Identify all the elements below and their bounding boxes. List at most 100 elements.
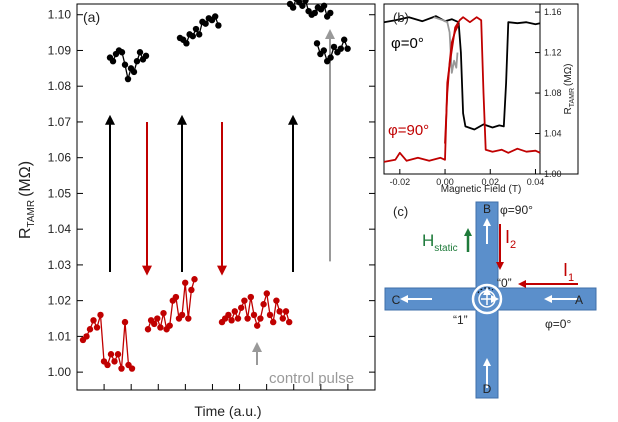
- data-point-low: [270, 318, 277, 326]
- panel-b-x-axis-title: Magnetic Field (T): [441, 184, 522, 195]
- data-point-high: [344, 45, 351, 52]
- panel-c-label: (c): [393, 204, 408, 219]
- data-point-high: [313, 40, 321, 47]
- data-point-high: [302, 0, 309, 4]
- panel-c: (c) B C A D φ=90° φ=0° “0” “1” Hstatic I…: [384, 201, 597, 399]
- data-point-high: [142, 52, 150, 60]
- data-point-high: [337, 45, 344, 52]
- data-point-low: [282, 308, 290, 315]
- data-point-high: [136, 49, 144, 56]
- panel-b-label: (b): [393, 10, 409, 25]
- data-point-low: [114, 351, 122, 358]
- data-point-low: [86, 326, 94, 333]
- data-point-low: [260, 301, 267, 308]
- data-point-high: [118, 49, 126, 56]
- data-point-low: [263, 290, 270, 297]
- panel-b-x-tick-label: -0.02: [390, 177, 411, 187]
- data-point-low: [151, 320, 158, 328]
- panel-a-y-tick-label: 1.10: [48, 8, 72, 22]
- field-label: Hstatic: [422, 231, 458, 254]
- panel-b-series: [383, 15, 541, 163]
- data-point-high: [196, 31, 203, 38]
- svg-text:RTAMR(MΩ): RTAMR (MΩ): [17, 161, 37, 239]
- panel-b-ticks: -0.02 0.00 0.02 0.041.00 1.04 1.08 1.12 1.16: [390, 4, 562, 187]
- data-point-low: [191, 276, 198, 283]
- data-point-low: [279, 315, 286, 322]
- panel-b-frame: [383, 3, 579, 175]
- data-point-low: [188, 286, 195, 294]
- terminal-b: B: [483, 202, 491, 216]
- data-point-low: [128, 365, 136, 372]
- data-point-low: [97, 311, 104, 319]
- data-point-low: [107, 351, 115, 358]
- data-point-low: [185, 315, 192, 322]
- data-point-high: [327, 9, 334, 17]
- data-point-high: [121, 61, 129, 68]
- panel-b-y-axis-subscript: TAMR: [569, 88, 576, 107]
- panel-b-x-tick-label: 0.04: [527, 177, 545, 187]
- data-point-high: [320, 2, 328, 9]
- data-point-low: [266, 311, 274, 319]
- panel-a-switch-arrows: [105, 29, 335, 365]
- svg-text:RTAMR(MΩ): RTAMR (MΩ): [563, 63, 576, 114]
- data-point-low: [247, 293, 254, 301]
- data-point-low: [276, 308, 283, 315]
- panel-a-y-axis-title: RTAMR (MΩ): [17, 161, 37, 239]
- panel-b: -0.02 0.00 0.02 0.041.00 1.04 1.08 1.12 1.16 (b…: [383, 3, 579, 195]
- current-1-label: I1: [563, 260, 574, 284]
- terminal-c: C: [392, 293, 401, 307]
- panel-a-y-tick-label: 1.02: [48, 294, 72, 308]
- panel-b-x-tick-label: 0.00: [436, 177, 454, 187]
- hysteresis-line: [383, 16, 541, 163]
- data-point-low: [234, 315, 242, 322]
- data-point-high: [183, 40, 190, 47]
- panel-a-y-tick-label: 1.04: [48, 222, 72, 236]
- field-label-main: H: [422, 231, 434, 250]
- panel-a-label: (a): [83, 9, 100, 25]
- data-point-low: [231, 308, 238, 315]
- panel-a-y-tick-label: 1.07: [48, 115, 72, 129]
- data-point-high: [189, 32, 196, 40]
- data-point-low: [172, 293, 180, 301]
- panel-a-y-tick-label: 1.00: [48, 365, 72, 379]
- data-point-low: [286, 318, 293, 326]
- data-point-low: [90, 317, 97, 324]
- data-point-low: [157, 324, 164, 331]
- data-point-high: [202, 20, 209, 27]
- series-line-low: [221, 293, 290, 328]
- data-point-high: [330, 43, 338, 51]
- panel-b-y-tick-label: 1.04: [544, 129, 562, 139]
- data-point-low: [225, 311, 232, 319]
- data-point-high: [320, 47, 327, 54]
- angle-top-label: φ=90°: [500, 203, 533, 217]
- panel-a-series: [79, 0, 351, 372]
- data-point-high: [109, 57, 117, 65]
- panel-a-y-axis-subscript: TAMR: [26, 200, 37, 228]
- panel-a-frame: [76, 3, 376, 391]
- data-point-low: [178, 311, 186, 319]
- data-point-high: [215, 22, 222, 29]
- data-point-low: [182, 279, 189, 286]
- panel-a-x-ticks: [103, 384, 349, 390]
- data-point-high: [133, 57, 141, 65]
- data-point-low: [238, 304, 245, 311]
- data-point-low: [273, 297, 280, 304]
- data-point-high: [311, 9, 318, 17]
- data-point-high: [299, 2, 306, 9]
- panel-b-y-axis-title: RTAMR (MΩ): [563, 63, 576, 114]
- data-point-high: [192, 25, 200, 33]
- data-point-low: [93, 324, 101, 331]
- state-0-label: “0”: [497, 276, 512, 290]
- panel-a-y-ticks: 1.00 1.01 1.02 1.03 1.04 1.05 1.06 1.07 1.08 1.09…: [48, 8, 375, 379]
- terminal-a: A: [575, 293, 583, 307]
- data-point-low: [104, 361, 111, 369]
- data-point-low: [228, 317, 235, 324]
- data-point-high: [289, 4, 297, 11]
- panel-b-y-tick-label: 1.12: [544, 48, 562, 58]
- panel-a-y-tick-label: 1.09: [48, 43, 72, 57]
- data-point-low: [111, 358, 118, 365]
- panel-a-y-axis-symbol: R: [17, 227, 34, 239]
- data-point-low: [154, 315, 161, 322]
- hysteresis-line: [444, 23, 460, 144]
